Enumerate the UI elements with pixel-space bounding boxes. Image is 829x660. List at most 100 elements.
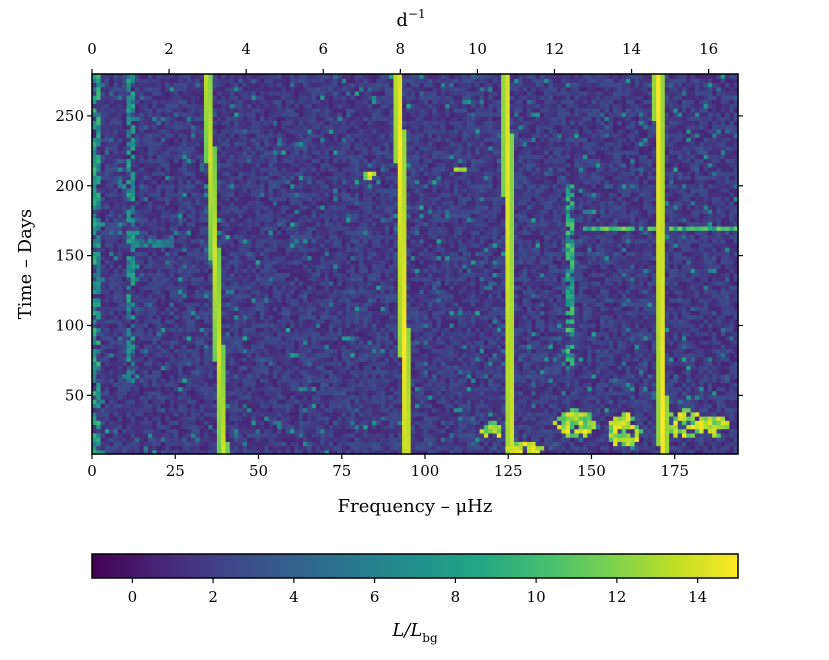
- heatmap-cell: [113, 365, 119, 371]
- heatmap-cell: [298, 441, 304, 447]
- heatmap-cell: [626, 403, 631, 409]
- heatmap-cell: [191, 390, 196, 396]
- heatmap-cell: [488, 323, 494, 328]
- heatmap-cell: [492, 318, 498, 324]
- heatmap-cell: [634, 437, 640, 442]
- heatmap-cell: [126, 356, 132, 362]
- heatmap-cell: [359, 390, 364, 396]
- heatmap-cell: [406, 432, 412, 438]
- heatmap-cell: [531, 318, 537, 324]
- heatmap-cell: [268, 382, 274, 388]
- heatmap-cell: [191, 344, 196, 350]
- heatmap-cell: [673, 318, 679, 324]
- heatmap-cell: [514, 399, 519, 404]
- heatmap-cell: [135, 314, 140, 320]
- heatmap-cell: [285, 331, 291, 337]
- heatmap-cell: [496, 340, 502, 345]
- heatmap-cell: [92, 365, 97, 371]
- heatmap-cell: [707, 344, 713, 350]
- heatmap-cell: [337, 445, 343, 451]
- heatmap-cell: [268, 369, 274, 375]
- heatmap-cell: [436, 369, 442, 375]
- heatmap-cell: [182, 394, 188, 400]
- heatmap-cell: [290, 449, 296, 455]
- heatmap-cell: [208, 348, 214, 354]
- heatmap-cell: [526, 348, 532, 354]
- heatmap-cell: [720, 428, 726, 434]
- heatmap-cell: [419, 369, 425, 375]
- heatmap-cell: [518, 445, 524, 451]
- heatmap-cell: [363, 399, 369, 404]
- heatmap-cell: [522, 331, 528, 337]
- heatmap-cell: [574, 378, 580, 383]
- heatmap-cell: [173, 365, 179, 371]
- heatmap-cell: [242, 424, 248, 430]
- heatmap-cell: [346, 323, 351, 328]
- heatmap-cell: [427, 340, 433, 345]
- heatmap-cell: [501, 335, 507, 341]
- heatmap-cell: [354, 352, 360, 358]
- heatmap-cell: [449, 411, 455, 417]
- heatmap-cell: [221, 394, 227, 400]
- heatmap-cell: [259, 416, 265, 421]
- heatmap-cell: [346, 365, 351, 371]
- heatmap-cell: [449, 344, 455, 350]
- heatmap-cell: [173, 416, 179, 421]
- heatmap-cell: [660, 420, 666, 426]
- heatmap-cell: [363, 318, 369, 324]
- heatmap-cell: [130, 441, 136, 447]
- heatmap-cell: [725, 390, 730, 396]
- heatmap-cell: [208, 378, 214, 383]
- heatmap-cell: [587, 373, 593, 379]
- heatmap-cell: [143, 318, 149, 324]
- heatmap-cell: [638, 403, 644, 409]
- heatmap-cell: [638, 399, 644, 404]
- heatmap-cell: [264, 348, 270, 354]
- heatmap-cell: [268, 335, 274, 341]
- heatmap-cell: [432, 361, 438, 366]
- heatmap-cell: [117, 331, 123, 337]
- heatmap-cell: [272, 335, 278, 341]
- heatmap-cell: [470, 318, 476, 324]
- heatmap-cell: [333, 318, 339, 324]
- heatmap-cell: [264, 361, 270, 366]
- heatmap-cell: [479, 331, 485, 337]
- heatmap-cell: [591, 432, 597, 438]
- heatmap-cell: [238, 314, 244, 320]
- heatmap-cell: [320, 327, 326, 333]
- heatmap-cell: [539, 386, 545, 392]
- heatmap-cell: [604, 373, 610, 379]
- heatmap-cell: [578, 394, 584, 400]
- heatmap-cell: [212, 403, 218, 409]
- heatmap-cell: [526, 327, 532, 333]
- heatmap-cell: [169, 356, 175, 362]
- heatmap-cell: [539, 445, 545, 451]
- heatmap-cell: [242, 445, 248, 451]
- heatmap-cell: [389, 369, 395, 375]
- heatmap-cell: [496, 335, 502, 341]
- heatmap-cell: [600, 386, 606, 392]
- heatmap-cell: [643, 390, 649, 396]
- heatmap-cell: [191, 310, 196, 316]
- heatmap-cell: [135, 356, 140, 362]
- heatmap-cell: [677, 378, 683, 383]
- heatmap-cell: [591, 340, 597, 345]
- heatmap-cell: [117, 445, 123, 451]
- heatmap-cell: [505, 416, 511, 421]
- heatmap-cell: [367, 361, 373, 366]
- heatmap-cell: [712, 394, 718, 400]
- heatmap-cell: [410, 428, 416, 434]
- heatmap-cell: [445, 441, 451, 447]
- heatmap-cell: [660, 416, 666, 421]
- heatmap-cell: [453, 420, 459, 426]
- heatmap-cell: [156, 449, 162, 455]
- heatmap-cell: [449, 437, 455, 442]
- heatmap-cell: [591, 352, 597, 358]
- heatmap-cell: [298, 331, 304, 337]
- heatmap-cell: [160, 432, 166, 438]
- heatmap-cell: [212, 390, 218, 396]
- heatmap-cell: [526, 373, 532, 379]
- heatmap-cell: [152, 441, 158, 447]
- heatmap-cell: [298, 399, 304, 404]
- heatmap-cell: [436, 416, 442, 421]
